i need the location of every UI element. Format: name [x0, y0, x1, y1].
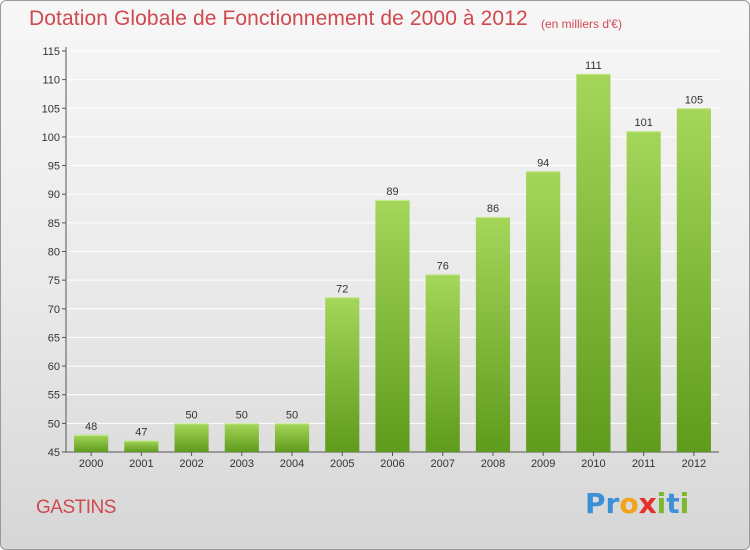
y-tick-label: 70 [48, 304, 60, 316]
data-label-2012: 105 [685, 94, 703, 106]
logo-letter: o [619, 487, 639, 520]
x-tick-label-2009: 2009 [531, 458, 555, 470]
data-label-2011: 101 [634, 117, 652, 129]
x-tick-label-2000: 2000 [79, 458, 103, 470]
data-label-2009: 94 [537, 157, 549, 169]
bar-2011 [626, 131, 661, 452]
y-tick-label: 75 [48, 275, 60, 287]
x-tick-label-2012: 2012 [682, 458, 706, 470]
data-label-2005: 72 [336, 283, 348, 295]
x-tick-label-2008: 2008 [481, 458, 505, 470]
bar-2010 [576, 73, 611, 453]
x-tick-label-2007: 2007 [430, 458, 454, 470]
x-tick-label-2006: 2006 [380, 458, 404, 470]
x-tick-label-2010: 2010 [581, 458, 605, 470]
bar-2001 [124, 440, 159, 452]
data-label-2004: 50 [286, 409, 298, 421]
bar-2009 [526, 171, 561, 453]
chart-title: Dotation Globale de Fonctionnement de 20… [29, 7, 528, 30]
bar-2005 [325, 297, 360, 452]
logo-letter: t [666, 487, 680, 520]
data-label-2001: 47 [135, 427, 147, 439]
data-label-2008: 86 [487, 203, 499, 215]
data-label-2007: 76 [437, 260, 449, 272]
proxiti-logo: Proxiti [585, 487, 689, 520]
y-tick-label: 45 [48, 447, 60, 459]
bar-2012 [676, 108, 711, 453]
y-tick-label: 50 [48, 418, 60, 430]
logo-letter: P [585, 487, 606, 520]
y-tick-label: 55 [48, 390, 60, 402]
y-tick-label: 115 [42, 46, 60, 58]
y-tick-label: 105 [42, 103, 60, 115]
x-tick-label-2001: 2001 [129, 458, 153, 470]
bar-2008 [475, 217, 511, 452]
labels: 45 50 55 60 65 70 75 80 85 90 95 100 105 110 115 48 2000… [42, 46, 706, 470]
bar-2000 [74, 434, 109, 452]
data-label-2000: 48 [85, 421, 97, 433]
commune-name: GASTINS [36, 497, 116, 518]
y-tick-label: 80 [48, 247, 60, 259]
y-tick-label: 85 [48, 218, 60, 230]
x-tick-label-2004: 2004 [280, 458, 304, 470]
y-tick-label: 65 [48, 332, 60, 344]
logo-letter: i [656, 487, 667, 520]
bar-2003 [224, 423, 259, 452]
bar-2007 [425, 274, 460, 452]
chart-unit-note: (en milliers d'€) [541, 17, 622, 31]
y-tick-label: 100 [42, 132, 60, 144]
x-tick-label-2003: 2003 [230, 458, 254, 470]
x-tick-label-2002: 2002 [179, 458, 203, 470]
data-label-2010: 111 [585, 60, 602, 72]
bar-2006 [375, 199, 410, 452]
logo-letter: x [638, 487, 657, 520]
data-label-2003: 50 [236, 409, 248, 421]
x-tick-label-2011: 2011 [632, 458, 656, 470]
bars [74, 73, 711, 453]
data-label-2002: 50 [185, 409, 197, 421]
x-tick-label-2005: 2005 [330, 458, 354, 470]
y-tick-label: 90 [48, 189, 60, 201]
y-tick-label: 110 [42, 75, 60, 87]
bar-2002 [174, 423, 209, 452]
logo-letter: r [605, 487, 620, 520]
y-tick-label: 95 [48, 161, 60, 173]
y-tick-label: 60 [48, 361, 60, 373]
logo-letter: i [679, 487, 690, 520]
data-label-2006: 89 [386, 186, 398, 198]
bar-2004 [274, 423, 310, 452]
